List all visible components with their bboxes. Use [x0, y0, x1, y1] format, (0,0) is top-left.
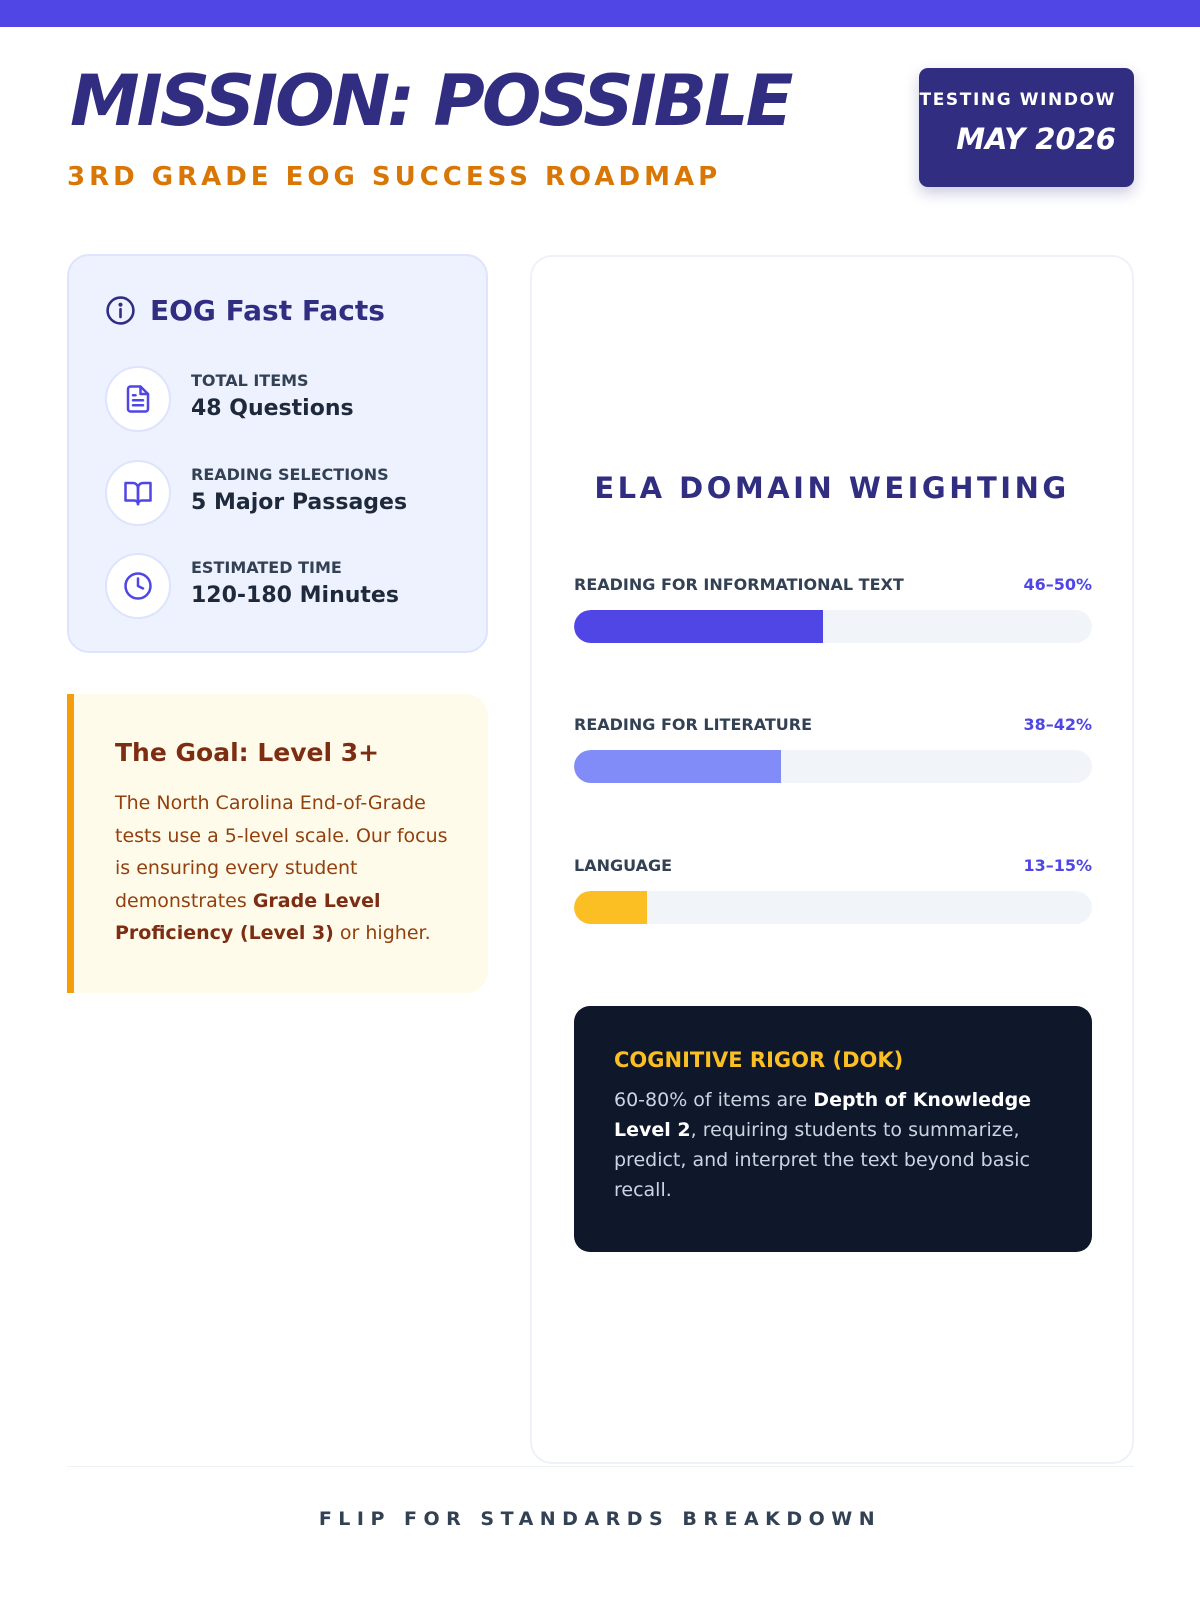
domain-percent: 46–50% — [1023, 575, 1092, 594]
dok-text-highlight: Depth of Knowledge Level 2 — [614, 1089, 1032, 1141]
fact-value: 48 Questions — [191, 396, 354, 421]
fact-total-items: TOTAL ITEMS 48 Questions — [105, 366, 465, 432]
fast-facts-heading: EOG Fast Facts — [105, 294, 385, 327]
fact-label: TOTAL ITEMS — [191, 371, 309, 390]
progress-fill — [574, 750, 782, 783]
progress-fill — [574, 891, 647, 924]
fact-value: 120-180 Minutes — [191, 583, 399, 608]
fast-facts-title: EOG Fast Facts — [150, 294, 385, 327]
fact-label: READING SELECTIONS — [191, 465, 389, 484]
dok-callout: COGNITIVE RIGOR (DOK) 60-80% of items ar… — [574, 1006, 1092, 1252]
domain-weighting-card: ELA DOMAIN WEIGHTING READING FOR INFORMA… — [530, 255, 1134, 1464]
goal-text-tail: or higher. — [333, 922, 431, 944]
progress-track — [574, 891, 1092, 924]
goal-title: The Goal: Level 3+ — [115, 738, 380, 767]
dok-text-lead: 60-80% of items are — [614, 1089, 814, 1111]
info-icon — [106, 296, 135, 325]
book-icon — [105, 460, 171, 526]
goal-description: The North Carolina End-of-Grade tests us… — [115, 787, 452, 950]
testing-window-date: MAY 2026 — [956, 122, 1116, 156]
fact-label: ESTIMATED TIME — [191, 558, 342, 577]
goal-text-lead: The North Carolina End-of-Grade tests us… — [115, 792, 448, 912]
footer-note: FLIP FOR STANDARDS BREAKDOWN — [318, 1508, 882, 1530]
testing-window-label: TESTING WINDOW — [919, 90, 1116, 110]
top-accent-bar — [0, 0, 1200, 27]
page-subtitle: 3RD GRADE EOG SUCCESS ROADMAP — [67, 162, 722, 192]
dok-description: 60-80% of items are Depth of Knowledge L… — [614, 1085, 1054, 1205]
fact-estimated-time: ESTIMATED TIME 120-180 Minutes — [105, 553, 465, 619]
progress-track — [574, 750, 1092, 783]
domain-label: LANGUAGE — [574, 856, 673, 875]
domain-label: READING FOR LITERATURE — [574, 715, 812, 734]
domain-percent: 38–42% — [1023, 715, 1092, 734]
domain-percent: 13–15% — [1023, 856, 1092, 875]
progress-track — [574, 610, 1092, 643]
domain-weighting-title: ELA DOMAIN WEIGHTING — [594, 471, 1070, 505]
goal-card: The Goal: Level 3+ The North Carolina En… — [67, 694, 488, 993]
fact-value: 5 Major Passages — [191, 490, 408, 515]
fact-reading-selections: READING SELECTIONS 5 Major Passages — [105, 460, 465, 526]
footer-divider — [67, 1466, 1134, 1467]
document-icon — [105, 366, 171, 432]
clock-icon — [105, 553, 171, 619]
domain-label: READING FOR INFORMATIONAL TEXT — [574, 575, 904, 594]
testing-window-badge: TESTING WINDOW MAY 2026 — [919, 68, 1134, 187]
fast-facts-card: EOG Fast Facts TOTAL ITEMS 48 Questions — [67, 254, 488, 653]
page-title: MISSION: POSSIBLE — [70, 60, 794, 142]
progress-fill — [574, 610, 823, 643]
dok-title: COGNITIVE RIGOR (DOK) — [614, 1048, 904, 1072]
goal-text-highlight: Grade Level Proficiency (Level 3) — [115, 889, 381, 945]
dok-text-tail: , requiring students to summarize, predi… — [614, 1119, 1030, 1201]
